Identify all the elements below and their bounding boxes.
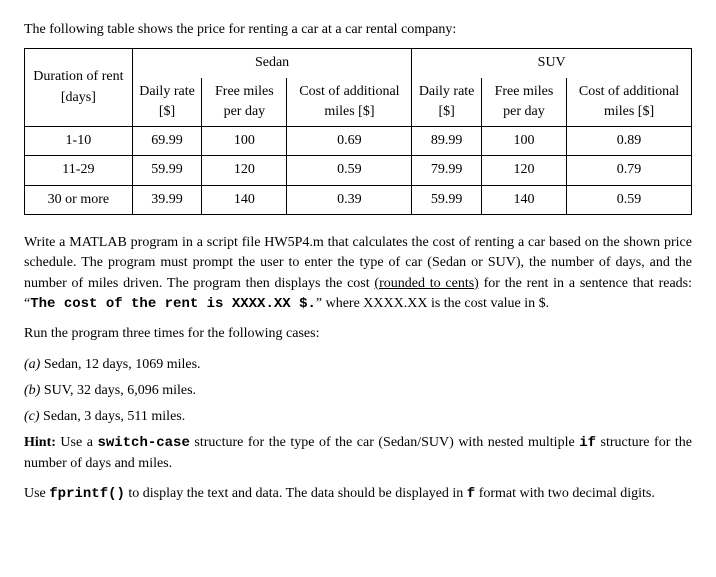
- case-text: SUV, 32 days, 6,096 miles.: [40, 383, 196, 398]
- case-label: (a): [24, 357, 40, 372]
- hdr-sedan: Sedan: [132, 49, 412, 78]
- cell: 0.39: [287, 185, 412, 214]
- cell: 120: [202, 156, 287, 185]
- cell: 69.99: [132, 127, 202, 156]
- cell: 0.79: [567, 156, 692, 185]
- hdr-sedan-rate: Daily rate [$]: [132, 78, 202, 127]
- p1-code: The cost of the rent is XXXX.XX $.: [30, 296, 316, 312]
- cell: 0.59: [287, 156, 412, 185]
- case-c: (c) Sedan, 3 days, 511 miles.: [24, 407, 692, 427]
- cell: 140: [202, 185, 287, 214]
- cell: 89.99: [412, 127, 482, 156]
- last-paragraph: Use fprintf() to display the text and da…: [24, 484, 692, 504]
- cell: 59.99: [132, 156, 202, 185]
- last-a: Use: [24, 486, 49, 501]
- cell: 100: [202, 127, 287, 156]
- cell: 0.69: [287, 127, 412, 156]
- table-row: 1-10 69.99 100 0.69 89.99 100 0.89: [25, 127, 692, 156]
- case-text: Sedan, 3 days, 511 miles.: [40, 409, 186, 424]
- hdr-suv-cost: Cost of additional miles [$]: [567, 78, 692, 127]
- cell: 59.99: [412, 185, 482, 214]
- intro-text: The following table shows the price for …: [24, 20, 692, 40]
- run-line: Run the program three times for the foll…: [24, 324, 692, 344]
- hdr-suv-free: Free miles per day: [481, 78, 566, 127]
- cell-dur: 1-10: [25, 127, 133, 156]
- cell: 120: [481, 156, 566, 185]
- hdr-sedan-cost: Cost of additional miles [$]: [287, 78, 412, 127]
- last-code1: fprintf(): [49, 486, 125, 502]
- table-row: 11-29 59.99 120 0.59 79.99 120 0.79: [25, 156, 692, 185]
- hint-label: Hint:: [24, 435, 56, 450]
- last-c: format with two decimal digits.: [475, 486, 655, 501]
- hint-code2: if: [579, 435, 596, 451]
- case-label: (b): [24, 383, 40, 398]
- cell: 39.99: [132, 185, 202, 214]
- p1-underline: (rounded to cents): [374, 276, 478, 291]
- hdr-duration: Duration of rent [days]: [25, 49, 133, 127]
- case-b: (b) SUV, 32 days, 6,096 miles.: [24, 381, 692, 401]
- p1-c: ” where XXXX.XX is the cost value in $.: [316, 296, 549, 311]
- case-label: (c): [24, 409, 40, 424]
- case-text: Sedan, 12 days, 1069 miles.: [40, 357, 200, 372]
- cell: 140: [481, 185, 566, 214]
- cell: 0.89: [567, 127, 692, 156]
- last-b: to display the text and data. The data s…: [125, 486, 467, 501]
- cell: 0.59: [567, 185, 692, 214]
- hdr-suv-rate: Daily rate [$]: [412, 78, 482, 127]
- hint-a: Use a: [56, 435, 98, 450]
- price-table: Duration of rent [days] Sedan SUV Daily …: [24, 48, 692, 215]
- cell: 100: [481, 127, 566, 156]
- hdr-sedan-free: Free miles per day: [202, 78, 287, 127]
- table-row: 30 or more 39.99 140 0.39 59.99 140 0.59: [25, 185, 692, 214]
- cell-dur: 11-29: [25, 156, 133, 185]
- hint-b: structure for the type of the car (Sedan…: [190, 435, 579, 450]
- hint-paragraph: Hint: Use a switch-case structure for th…: [24, 433, 692, 474]
- hdr-suv: SUV: [412, 49, 692, 78]
- last-code2: f: [467, 486, 475, 502]
- cell: 79.99: [412, 156, 482, 185]
- hint-code1: switch-case: [97, 435, 189, 451]
- cell-dur: 30 or more: [25, 185, 133, 214]
- case-a: (a) Sedan, 12 days, 1069 miles.: [24, 355, 692, 375]
- paragraph-1: Write a MATLAB program in a script file …: [24, 233, 692, 314]
